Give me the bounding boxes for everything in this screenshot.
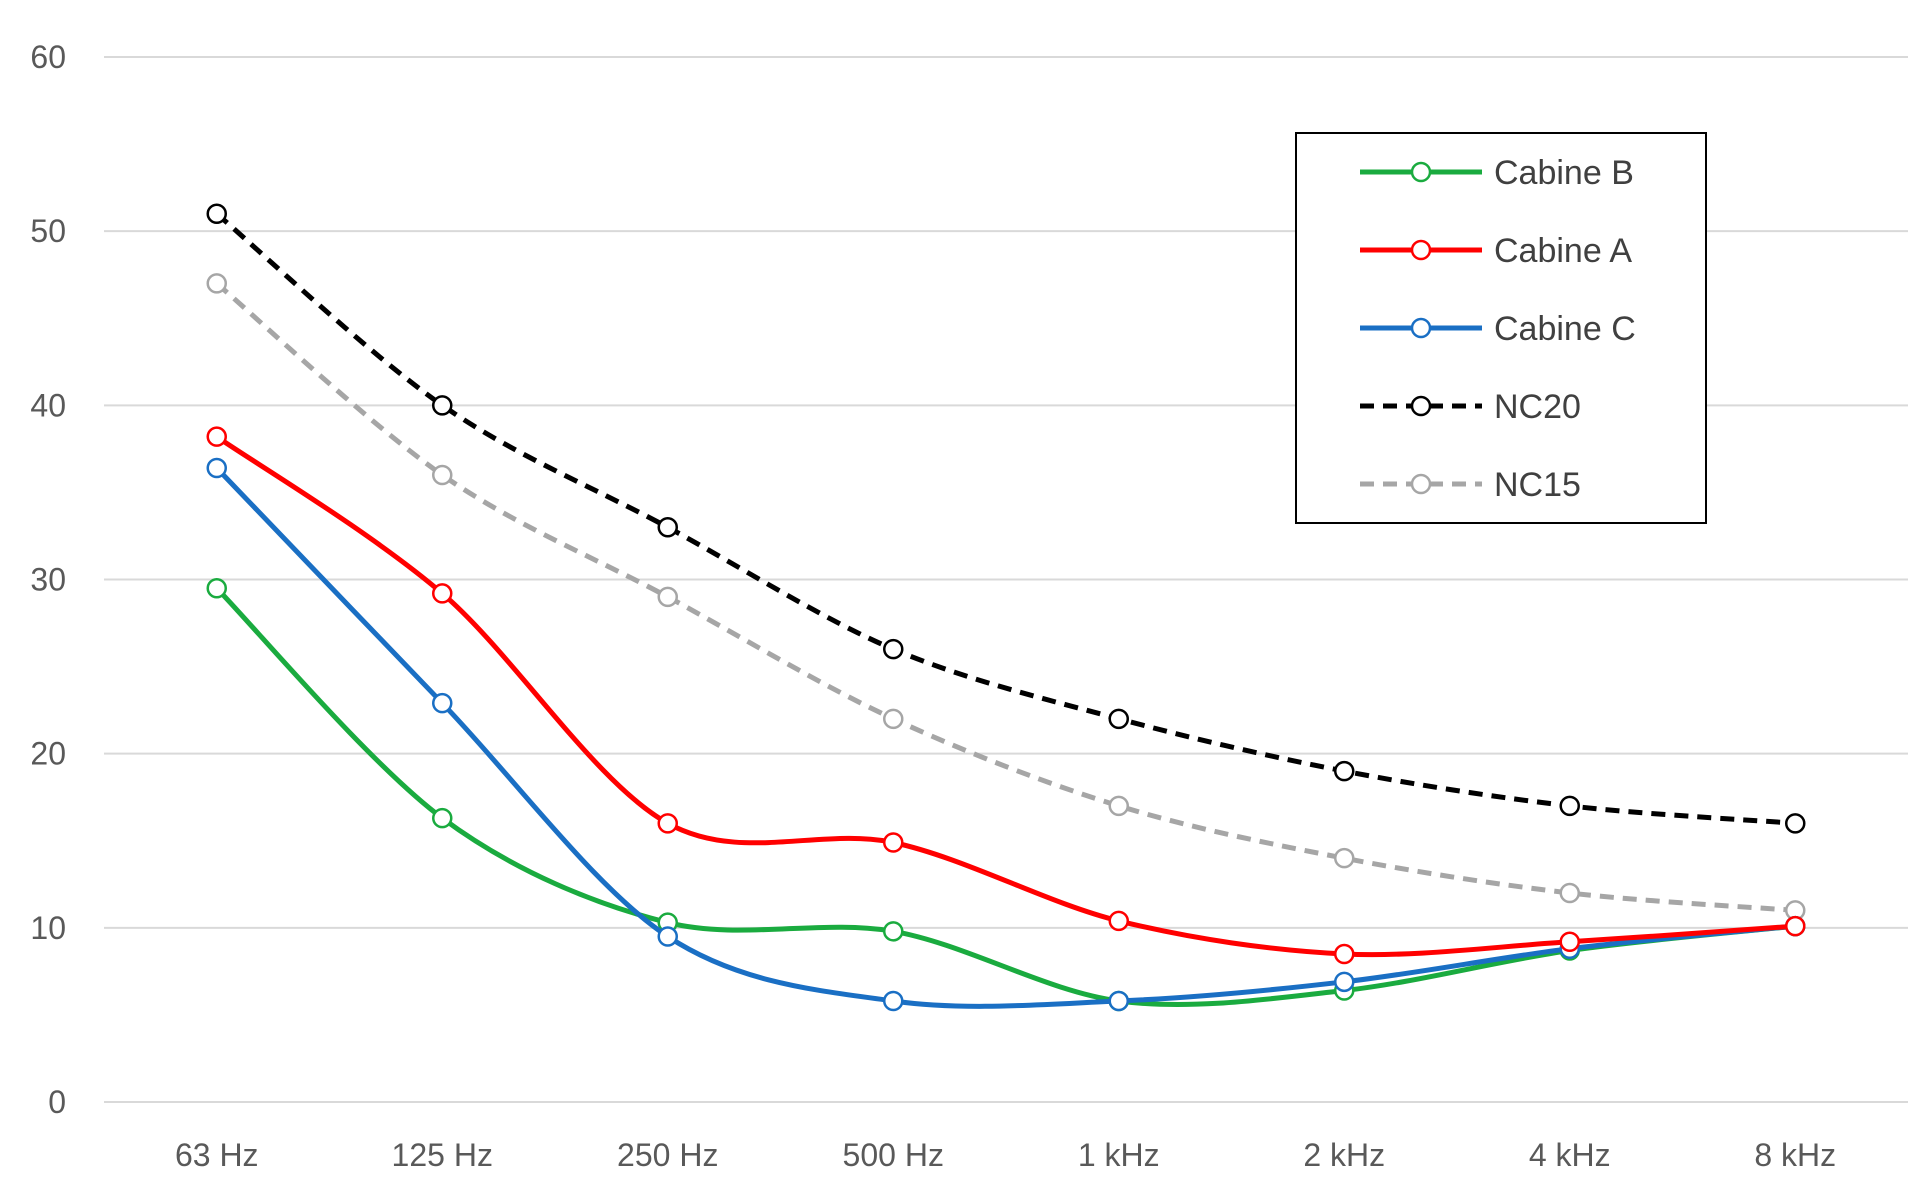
data-point-cabine-b-63-hz	[206, 577, 227, 599]
data-point-nc20-2-khz	[1334, 760, 1355, 782]
legend-item-nc20: NC20	[1360, 388, 1581, 426]
legend-label: Cabine C	[1494, 310, 1636, 348]
y-tick-label: 20	[30, 736, 66, 772]
data-point-cabine-c-63-hz	[206, 457, 227, 479]
data-point-nc20-1-khz	[1108, 708, 1129, 730]
data-point-cabine-a-4-khz	[1559, 931, 1580, 953]
x-tick-label: 4 kHz	[1529, 1137, 1611, 1173]
legend-item-nc15: NC15	[1360, 466, 1581, 504]
x-tick-label: 500 Hz	[843, 1137, 944, 1173]
data-point-nc20-250-hz	[657, 517, 678, 538]
legend-marker	[1410, 239, 1432, 261]
legend-item-cabine-b: Cabine B	[1360, 154, 1634, 192]
data-point-cabine-b-500-hz	[883, 921, 904, 942]
data-point-nc15-125-hz	[432, 464, 453, 486]
data-point-cabine-a-125-hz	[432, 583, 453, 604]
series-line-cabine-c	[214, 466, 1796, 1009]
legend-item-cabine-a: Cabine A	[1360, 232, 1632, 270]
data-point-nc15-1-khz	[1108, 795, 1129, 817]
data-point-cabine-a-2-khz	[1334, 943, 1355, 965]
data-point-cabine-c-125-hz	[432, 692, 453, 714]
legend-marker	[1410, 161, 1432, 183]
data-point-cabine-b-125-hz	[432, 807, 453, 829]
data-point-nc20-125-hz	[432, 395, 453, 416]
y-tick-label: 40	[30, 387, 66, 423]
x-tick-label: 1 kHz	[1078, 1137, 1160, 1173]
data-point-cabine-a-8-khz	[1785, 915, 1806, 937]
y-tick-label: 0	[48, 1084, 66, 1120]
y-axis-ticks: 0 10 20 30 40 50 60	[30, 39, 66, 1120]
legend-item-cabine-c: Cabine C	[1360, 310, 1636, 348]
series-line-cabine-a	[215, 434, 1796, 958]
data-point-cabine-c-1-khz	[1108, 990, 1129, 1012]
data-point-nc15-2-khz	[1334, 847, 1355, 869]
data-point-cabine-c-500-hz	[883, 990, 904, 1012]
x-tick-label: 8 kHz	[1754, 1137, 1836, 1173]
series-line-nc20	[215, 211, 1796, 826]
y-tick-label: 10	[30, 910, 66, 946]
x-axis-ticks: 63 Hz 125 Hz 250 Hz 500 Hz 1 kHz 2 kHz 4 kHz 8 …	[175, 1137, 1836, 1173]
data-point-nc20-8-khz	[1785, 813, 1806, 834]
data-point-nc15-4-khz	[1559, 882, 1580, 904]
legend: Cabine B Cabine A Cabine C NC20 NC15	[1295, 132, 1707, 524]
data-point-nc15-63-hz	[206, 273, 227, 294]
x-tick-label: 250 Hz	[617, 1137, 718, 1173]
data-point-cabine-a-250-hz	[657, 813, 678, 834]
data-point-cabine-a-1-khz	[1108, 910, 1129, 932]
y-tick-label: 60	[30, 39, 66, 75]
x-tick-label: 63 Hz	[175, 1137, 259, 1173]
data-point-nc20-500-hz	[883, 638, 904, 660]
data-point-cabine-c-2-khz	[1334, 971, 1355, 993]
legend-label: NC20	[1494, 388, 1581, 426]
legend-marker	[1410, 395, 1432, 417]
x-tick-label: 125 Hz	[392, 1137, 493, 1173]
series-nc15	[206, 273, 1806, 921]
grid-lines	[104, 56, 1908, 1103]
series-cabine-a	[206, 426, 1806, 965]
legend-label: NC15	[1494, 466, 1581, 504]
data-point-cabine-a-500-hz	[883, 832, 904, 853]
series-lines	[206, 203, 1806, 1012]
y-tick-label: 30	[30, 562, 66, 598]
data-point-nc20-4-khz	[1559, 795, 1580, 817]
data-point-cabine-c-250-hz	[657, 926, 678, 947]
y-tick-label: 50	[30, 213, 66, 249]
legend-label: Cabine A	[1494, 232, 1632, 270]
series-line-nc15	[215, 281, 1796, 913]
data-point-nc15-250-hz	[657, 586, 678, 608]
legend-marker	[1410, 317, 1432, 339]
x-tick-label: 2 kHz	[1303, 1137, 1385, 1173]
data-point-cabine-a-63-hz	[206, 426, 227, 447]
data-point-nc20-63-hz	[206, 203, 227, 224]
legend-label: Cabine B	[1494, 154, 1634, 192]
data-point-nc15-500-hz	[883, 708, 904, 730]
legend-marker	[1410, 473, 1432, 495]
series-nc20	[206, 203, 1806, 834]
